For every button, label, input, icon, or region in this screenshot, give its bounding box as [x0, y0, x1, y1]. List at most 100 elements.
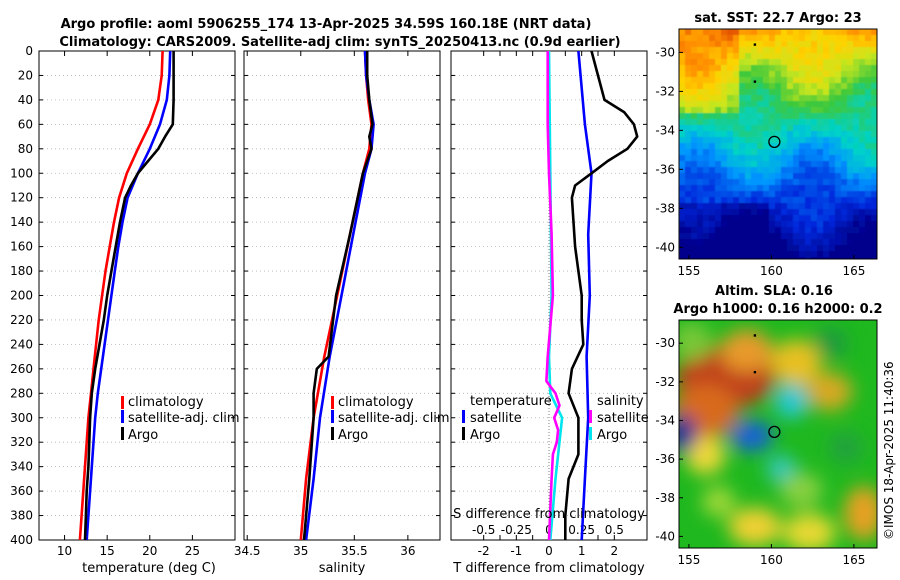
sst-cell: [841, 53, 848, 60]
sst-cell: [841, 29, 848, 36]
sst-cell: [829, 35, 836, 42]
sst-cell: [847, 215, 854, 222]
sst-cell: [775, 191, 782, 198]
sst-cell: [829, 143, 836, 150]
sst-cell: [823, 59, 830, 66]
sst-cell: [685, 239, 692, 246]
sst-cell: [799, 95, 806, 102]
sst-cell: [763, 83, 770, 90]
sst-cell: [799, 83, 806, 90]
sst-cell: [703, 35, 710, 42]
sst-cell: [775, 83, 782, 90]
sst-cell: [781, 257, 788, 259]
sst-cell: [697, 245, 704, 252]
sst-cell: [787, 35, 794, 42]
sst-cell: [835, 65, 842, 72]
sst-cell: [739, 209, 746, 216]
sst-cell: [727, 125, 734, 132]
sst-cell: [679, 155, 686, 162]
sst-cell: [811, 71, 818, 78]
sst-cell: [799, 53, 806, 60]
sst-cell: [751, 155, 758, 162]
sst-cell: [685, 71, 692, 78]
sst-cell: [787, 203, 794, 210]
sst-cell: [871, 227, 877, 234]
sst-cell: [769, 149, 776, 156]
sst-cell: [715, 113, 722, 120]
sst-cell: [853, 47, 860, 54]
sst-cell: [853, 173, 860, 180]
sst-cell: [763, 119, 770, 126]
sst-cell: [679, 245, 686, 252]
sst-cell: [865, 203, 872, 210]
sst-cell: [859, 35, 866, 42]
sst-cell: [859, 209, 866, 216]
sst-cell: [835, 95, 842, 102]
depth-tick-label: 100: [10, 166, 33, 180]
sst-cell: [829, 215, 836, 222]
sst-cell: [847, 83, 854, 90]
sla-anomaly-blob: [829, 432, 863, 463]
sst-cell: [793, 143, 800, 150]
sst-cell: [823, 65, 830, 72]
sst-cell: [823, 173, 830, 180]
sst-cell: [727, 155, 734, 162]
sst-cell: [733, 101, 740, 108]
sst-cell: [823, 197, 830, 204]
sst-cell: [751, 257, 758, 259]
sst-cell: [721, 113, 728, 120]
sst-cell: [799, 149, 806, 156]
sst-cell: [757, 257, 764, 259]
sst-cell: [775, 119, 782, 126]
sst-cell: [823, 95, 830, 102]
sst-cell: [745, 233, 752, 240]
sst-cell: [829, 71, 836, 78]
sst-cell: [841, 95, 848, 102]
sst-cell: [781, 209, 788, 216]
sst-cell: [751, 77, 758, 84]
sst-cell: [745, 83, 752, 90]
sst-cell: [835, 29, 842, 36]
sst-cell: [715, 35, 722, 42]
sst-cell: [829, 149, 836, 156]
x-tick-label: 35.5: [341, 544, 368, 558]
sst-cell: [817, 233, 824, 240]
sst-cell: [733, 29, 740, 36]
sst-cell: [847, 137, 854, 144]
sst-map-axes: 155 160 165 -30 -32 -34 -36 -38 -40: [655, 45, 865, 278]
sst-cell: [739, 161, 746, 168]
sst-cell: [865, 53, 872, 60]
sst-cell: [805, 89, 812, 96]
sst-cell: [703, 149, 710, 156]
sst-cell: [769, 251, 776, 258]
sst-cell: [865, 185, 872, 192]
sst-cell: [817, 215, 824, 222]
sst-cell: [679, 137, 686, 144]
sst-cell: [757, 185, 764, 192]
sst-cell: [859, 137, 866, 144]
sst-cell: [769, 47, 776, 54]
sst-cell: [685, 257, 692, 259]
sst-cell: [769, 131, 776, 138]
sst-cell: [685, 209, 692, 216]
sst-cell: [871, 53, 877, 60]
sst-cell: [757, 77, 764, 84]
sst-cell: [853, 65, 860, 72]
sst-cell: [697, 203, 704, 210]
sst-cell: [859, 215, 866, 222]
sst-cell: [691, 89, 698, 96]
sst-map-markers: [753, 43, 781, 149]
sst-cell: [865, 161, 872, 168]
x-tick-label: -2: [478, 544, 490, 558]
sst-cell: [847, 179, 854, 186]
sst-cell: [715, 233, 722, 240]
sst-cell: [739, 155, 746, 162]
sst-cell: [787, 167, 794, 174]
series-line-climatology: [78, 51, 164, 540]
sst-cell: [793, 191, 800, 198]
sst-cell: [841, 113, 848, 120]
sst-cell: [853, 77, 860, 84]
sst-cell: [811, 89, 818, 96]
sst-cell: [829, 131, 836, 138]
sst-cell: [811, 203, 818, 210]
